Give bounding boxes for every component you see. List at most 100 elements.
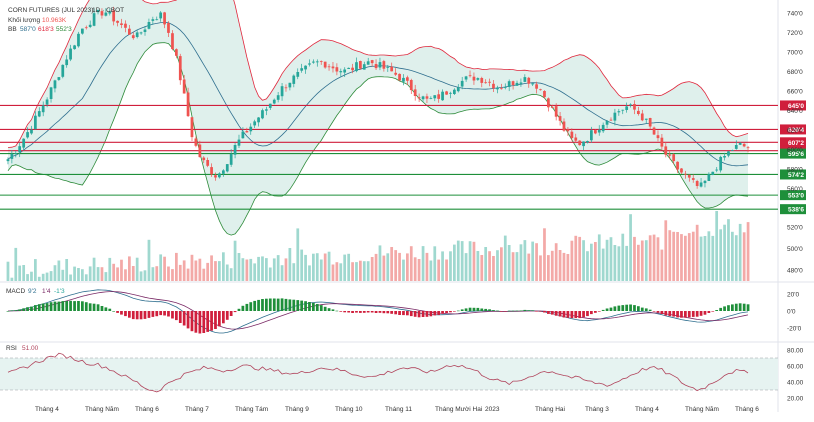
macd-histogram-bar [57,301,61,311]
candle-body [323,61,327,68]
candle-body [613,112,617,121]
time-axis-label: Tháng 3 [585,406,609,413]
candle-body [691,178,695,180]
level-tag [780,169,806,180]
candle-body [507,81,511,87]
macd-histogram-bar [319,305,323,311]
macd-histogram-bar [476,307,480,311]
candle-body [339,71,343,73]
macd-histogram-bar [570,311,574,319]
macd-histogram-bar [100,306,104,311]
volume-bar [601,248,605,281]
volume-bar [171,269,174,281]
macd-histogram-bar [276,298,280,311]
time-axis: Tháng 4 Tháng Năm Tháng 6 Tháng 7 Tháng Tám T… [35,406,759,413]
legend-volume-value: 10.963K [42,17,67,24]
candle-body [312,61,315,63]
volume-bar [312,253,315,281]
volume-bar [734,235,738,281]
macd-histogram-bar [151,311,155,317]
candle-body [515,82,519,86]
macd-histogram-bar [61,301,65,311]
volume-bar [488,251,491,281]
candle-body [464,76,468,80]
candle-body [539,89,542,91]
macd-histogram-bar [222,311,225,324]
macd-histogram-bar [268,298,272,311]
candle-body [37,111,41,117]
time-axis-label: Tháng Hai [535,406,565,413]
volume-bar [578,236,582,281]
macd-histogram-bar [394,311,398,315]
volume-bar [464,253,468,281]
volume-bar [6,261,10,281]
time-axis-label: Tháng 4 [635,406,659,413]
level-tag [780,204,806,215]
candle-body [492,83,495,89]
time-axis-label: Tháng Mười Hai [435,406,482,413]
candle-body [343,69,347,73]
volume-bar [633,236,636,281]
volume-bar [625,245,629,281]
macd-histogram-bar [327,308,331,311]
legend-bb-upper: 618'3 [38,26,54,33]
volume-bar [695,224,699,281]
candle-body [265,109,268,111]
candle-body [527,77,531,84]
time-axis-label: Tháng Năm [685,406,719,413]
volume-bar [554,243,558,281]
volume-bar [100,267,104,281]
macd-histogram-bar [660,311,664,314]
candle-body [582,141,585,147]
macd-histogram-bar [351,311,354,313]
volume-bar [175,252,178,281]
volume-bar [178,264,182,281]
volume-bar [468,241,472,281]
legend-symbol[interactable]: CORN FUTURES (JUL 2023) [8,7,93,14]
macd-histogram-bar [249,302,253,311]
level-tag [780,100,806,111]
candle-body [167,23,170,33]
macd-histogram-bar [65,301,69,311]
volume-bar [476,251,480,281]
rsi-axis: 80.00 60.00 40.00 20.00 [787,348,804,403]
macd-histogram-bar [214,311,217,329]
candle-body [703,180,707,184]
candle-body [41,105,45,113]
candle-body [241,131,245,139]
candle-body [625,106,629,110]
macd-histogram-bar [347,311,351,313]
macd-histogram-bar [503,311,507,312]
volume-bar [300,249,304,281]
volume-bar [425,252,429,281]
volume-bar [539,255,542,281]
volume-bar [629,214,632,281]
candle-body [210,167,213,175]
candle-body [10,153,14,159]
macd-histogram-bar [547,311,550,314]
macd-histogram-bar [398,311,401,315]
macd-histogram-bar [186,311,190,329]
macd-histogram-bar [182,311,186,326]
volume-bar [202,268,206,281]
candle-body [229,153,233,165]
candle-body [496,87,499,90]
candle-body [26,132,29,138]
candle-body [194,138,198,146]
candle-body [296,72,300,77]
macd-histogram-bar [206,311,210,332]
legend-volume-label: Khối lượng [8,15,40,24]
macd-histogram-bar [558,311,562,317]
volume-bar [116,267,119,281]
candle-body [288,82,292,88]
candle-body [276,95,280,100]
volume-bar [108,257,112,281]
macd-histogram-bar [143,311,147,319]
macd-histogram-bar [480,308,484,311]
volume-bar [22,265,26,281]
macd-histogram-bar [664,311,668,316]
candle-body [746,147,750,149]
candle-body [523,77,527,82]
macd-histogram-bar [496,310,499,312]
